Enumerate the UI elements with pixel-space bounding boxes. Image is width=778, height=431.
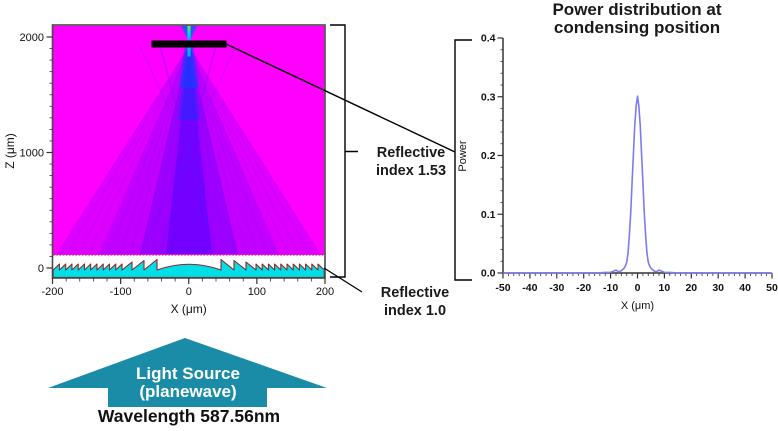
bracket-reflective-1-53 [330,24,358,278]
field-plot-ylabel: Z (μm) [3,133,17,169]
crossing-ray [159,45,217,255]
reflective-index-1-53-line2: index 1.53 [376,163,446,179]
annotations: Reflective index 1.53 Reflective index 1… [225,24,472,319]
power-plot-ticks: -50 -40 -30 -20 -10 0 10 20 30 40 50 0.0 0.1 0.2 0.3 0.… [481,33,778,295]
x-tick-label: -20 [576,282,591,294]
ray [188,46,321,254]
fresnel-lens [52,258,325,278]
y-tick-label: 0.2 [481,150,496,162]
leader-line-condensing [225,43,456,153]
beam-cone-mid [100,46,278,254]
power-plot-ylabel: Power [457,140,469,172]
z-tick-label: 0 [38,263,44,275]
power-plot: Power distribution at condensing positio… [457,0,778,312]
ray [130,46,190,254]
light-source-label-line1: Light Source [136,364,240,383]
power-plot-title-line2: condensing position [554,18,720,37]
ray [188,46,289,254]
focus-halo-bottom [179,47,199,88]
z-tick-label: 2000 [20,32,44,44]
ray [88,46,190,254]
x-tick-label: 100 [248,286,266,298]
x-tick-label: -200 [41,286,63,298]
ray [188,46,268,254]
x-tick-label: 20 [685,282,697,294]
ray [56,46,190,254]
y-tick-label: 0.4 [481,33,496,45]
reflective-index-1-53-line1: Reflective [377,145,446,161]
field-plot-xlabel: X (μm) [171,302,207,316]
y-tick-label: 0.3 [481,91,496,103]
y-tick-label: 0.1 [481,209,496,221]
focus-streak [187,25,191,43]
ray [119,46,190,254]
beam-cone-inner [140,46,238,254]
x-tick-label: 40 [739,282,751,294]
bracket-power-plot [454,39,472,281]
condensing-position-bar [151,40,227,48]
beam-cone-outer [57,46,320,254]
power-curve [503,95,772,274]
x-tick-label: -50 [495,282,510,294]
reflective-index-1-0-line2: index 1.0 [384,303,446,319]
ray [188,46,247,254]
ray [77,46,190,254]
crossing-ray [139,45,237,255]
reflective-index-1-0-line1: Reflective [381,285,450,301]
x-tick-label: -30 [549,282,564,294]
x-tick-label: -10 [603,282,618,294]
x-tick-label: 50 [766,282,778,294]
x-tick-label: 10 [659,282,671,294]
ray [188,46,310,254]
power-plot-xlabel: X (μm) [621,300,654,312]
x-tick-label: 30 [712,282,724,294]
light-source-arrow-icon [48,338,327,407]
ray [188,46,258,254]
ray [188,46,279,254]
light-source-label-line2: (planewave) [139,382,236,401]
focus-streak-lower [187,47,191,57]
beam-cone-core [166,46,212,254]
x-tick-label: 0 [635,282,641,294]
ray [98,46,190,254]
x-tick-label: 0 [186,286,192,298]
x-tick-label: -40 [522,282,537,294]
y-tick-label: 0.0 [481,268,496,280]
x-tick-label: 200 [316,286,334,298]
crossing-ray [159,45,217,255]
ray [109,46,190,254]
crossing-ray [139,45,237,255]
power-plot-title-line1: Power distribution at [552,0,721,19]
wavelength-label: Wavelength 587.56nm [98,406,280,426]
leader-line-index-1-0 [323,267,363,293]
ray [67,46,190,254]
ray [188,46,300,254]
x-tick-label: -100 [110,286,132,298]
light-source: Light Source (planewave) Wavelength 587.… [48,338,327,426]
z-tick-label: 1000 [20,148,44,160]
